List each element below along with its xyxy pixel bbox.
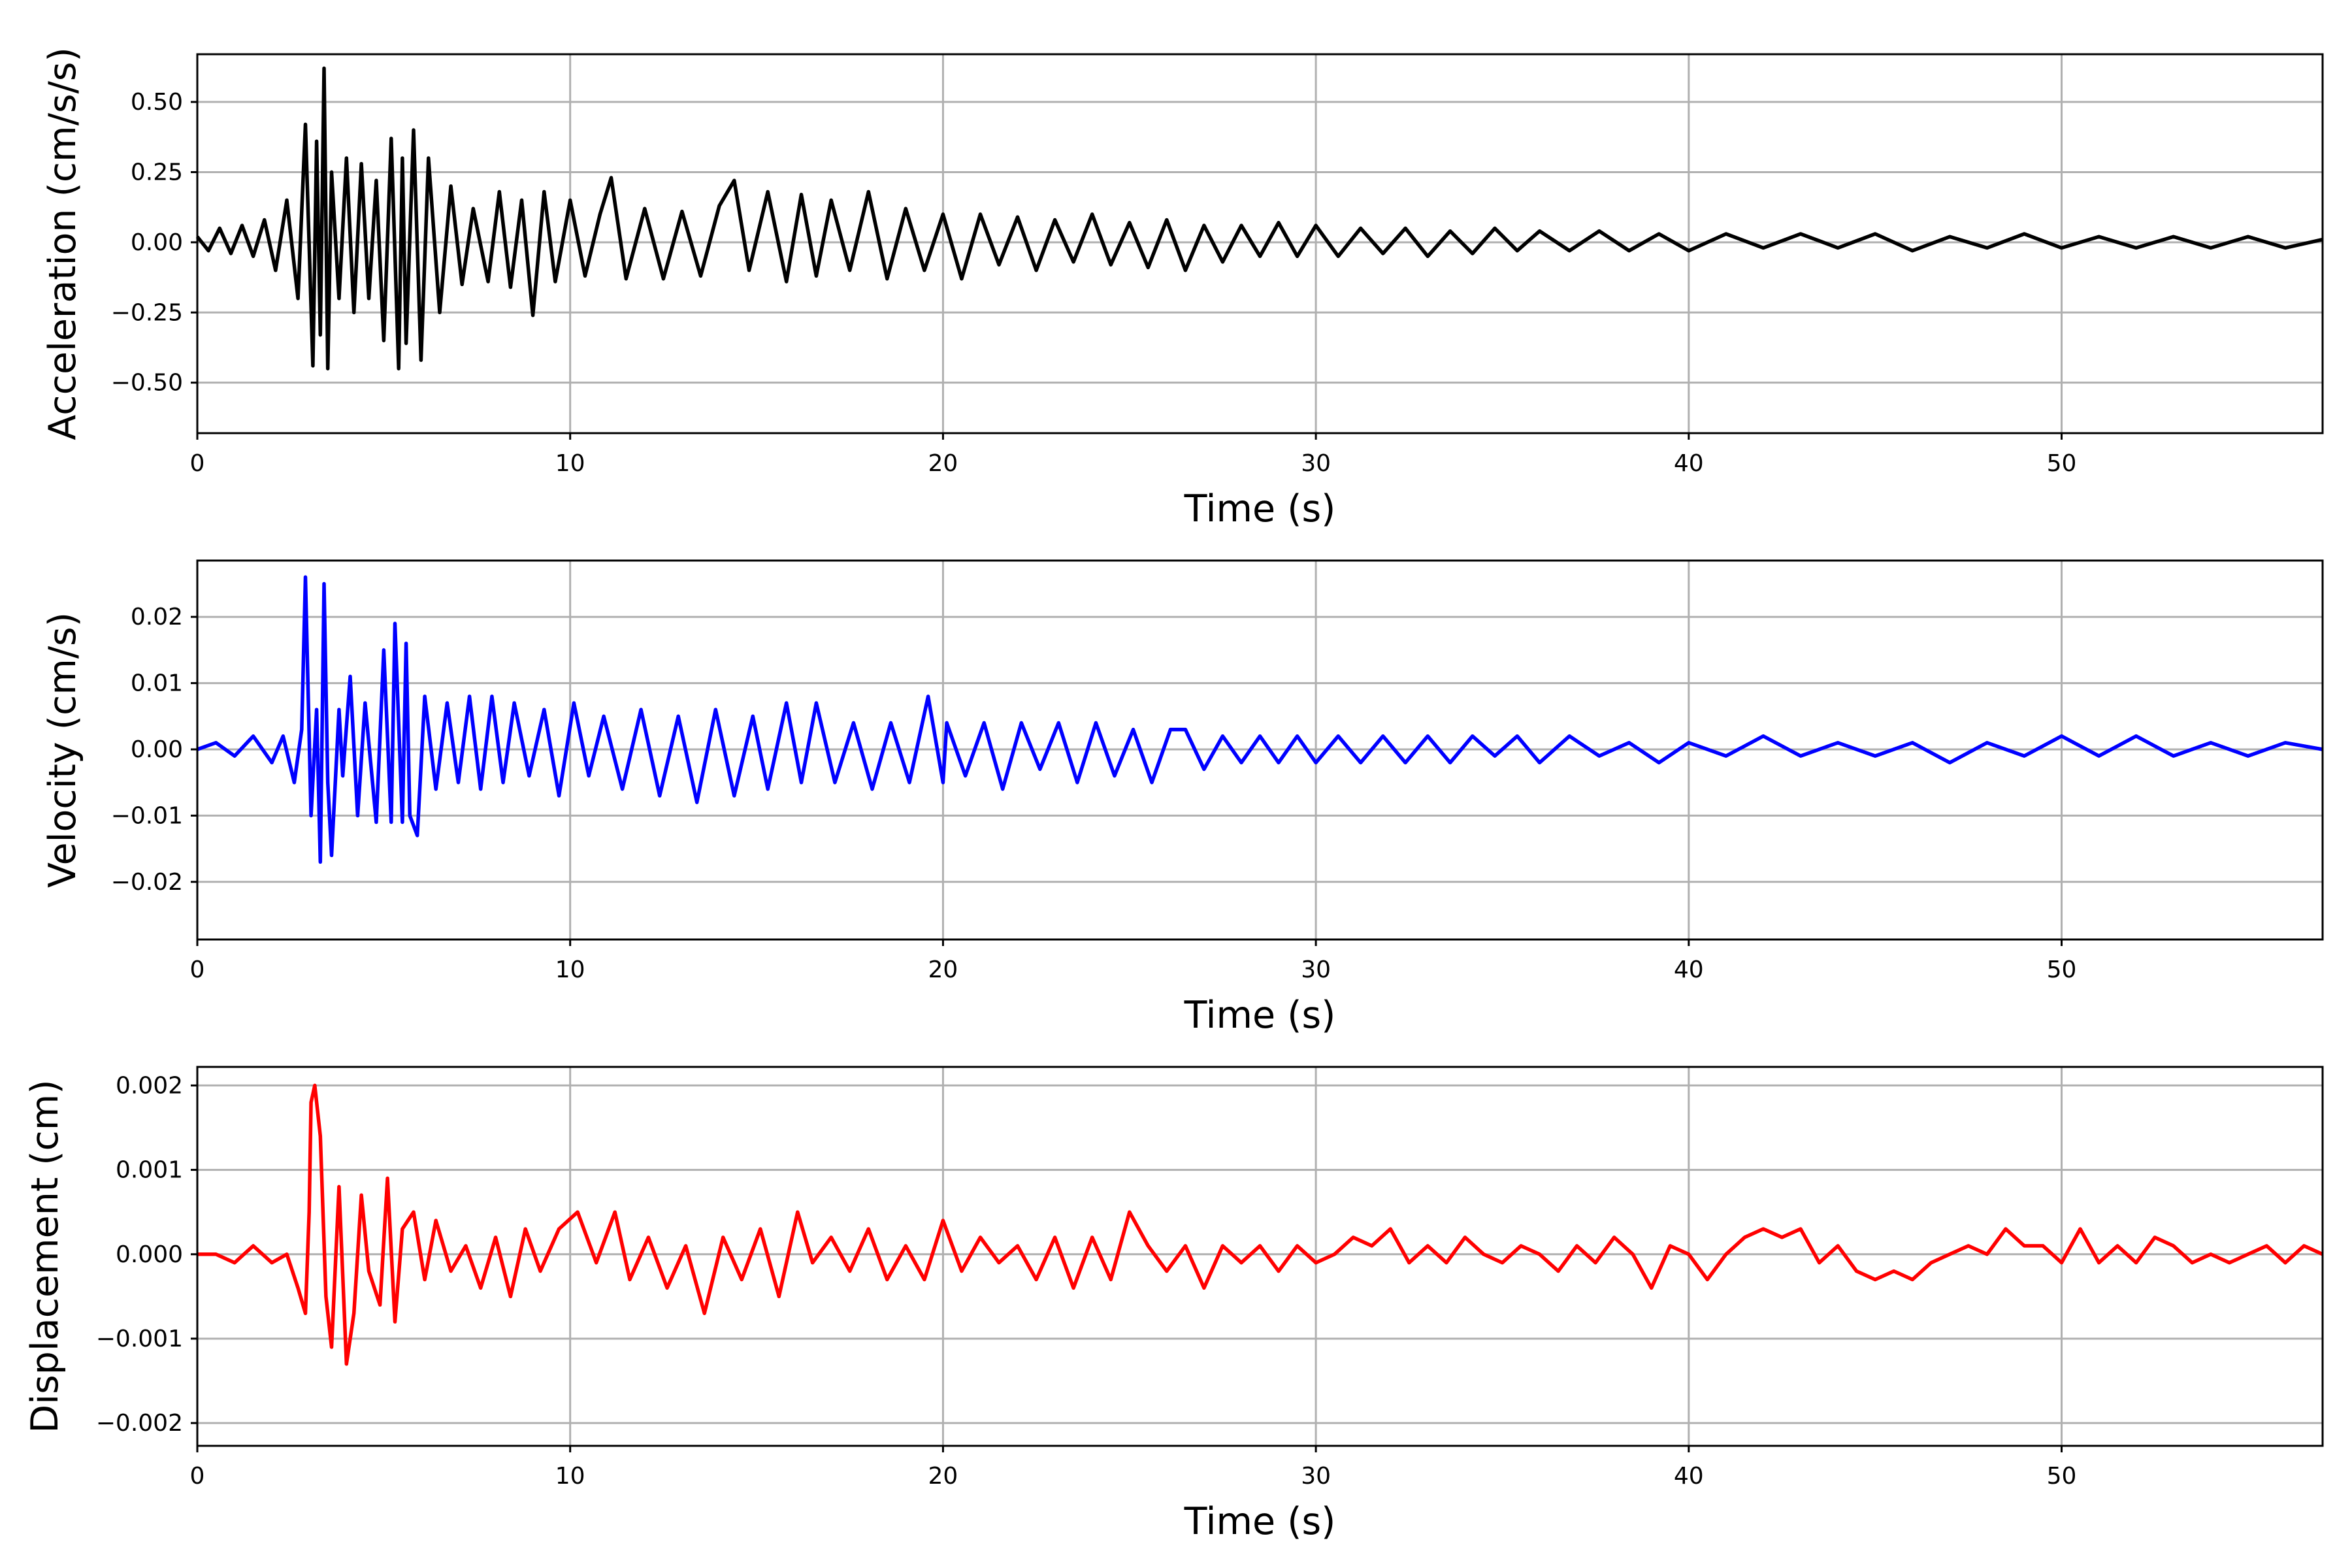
x-tick-label: 40	[1674, 956, 1704, 983]
y-tick-label: −0.001	[96, 1326, 183, 1352]
x-tick-label: 50	[2047, 450, 2077, 477]
panel-acceleration: 0 10 20 30 40 50 0.50 0.25 0.00 −0.25 −0.50 Time (s…	[41, 47, 2324, 531]
y-tick-label: 0.002	[116, 1072, 183, 1099]
x-tick-label: 40	[1674, 450, 1704, 477]
y-axis-label: Acceleration (cm/s/s)	[41, 47, 84, 440]
x-tick-label: 30	[1301, 450, 1331, 477]
x-tick-label: 40	[1674, 1463, 1704, 1490]
y-tick-label: −0.25	[111, 299, 183, 326]
x-tick-label: 10	[555, 450, 585, 477]
y-tick-label: 0.01	[131, 670, 183, 697]
x-tick-label: 20	[928, 956, 958, 983]
panel-velocity: 0 10 20 30 40 50 0.02 0.01 0.00 −0.01 −0.02 Time (s…	[41, 559, 2324, 1037]
y-tick-label: −0.50	[111, 370, 183, 397]
y-tick-label: 0.000	[116, 1241, 183, 1268]
y-axis-label: Velocity (cm/s)	[41, 612, 84, 888]
plot-frame	[196, 53, 2324, 434]
panel-displacement: 0 10 20 30 40 50 0.002 0.001 0.000 −0.001 −0.002 Ti…	[24, 1066, 2324, 1543]
x-axis-label: Time (s)	[1184, 1500, 1336, 1543]
x-tick-label: 10	[555, 956, 585, 983]
y-tick-label: 0.001	[116, 1157, 183, 1184]
x-tick-label: 0	[190, 956, 205, 983]
x-tick-label: 20	[928, 450, 958, 477]
y-tick-label: 0.25	[131, 159, 183, 186]
x-tick-label: 50	[2047, 956, 2077, 983]
y-tick-label: −0.002	[96, 1410, 183, 1437]
velocity-series-line	[197, 575, 2323, 864]
x-tick-label: 20	[928, 1463, 958, 1490]
y-tick-label: 0.00	[131, 736, 183, 763]
y-tick-label: −0.01	[111, 802, 183, 829]
x-tick-label: 0	[190, 450, 205, 477]
y-tick-label: 0.02	[131, 604, 183, 630]
x-tick-label: 0	[190, 1463, 205, 1490]
x-tick-label: 50	[2047, 1463, 2077, 1490]
plot-frame	[196, 1066, 2324, 1447]
x-axis-label: Time (s)	[1184, 487, 1336, 531]
acceleration-series-line	[195, 66, 2323, 370]
x-tick-label: 30	[1301, 956, 1331, 983]
x-tick-label: 10	[555, 1463, 585, 1490]
y-tick-label: 0.00	[131, 229, 183, 256]
y-tick-label: −0.02	[111, 869, 183, 896]
x-tick-label: 30	[1301, 1463, 1331, 1490]
y-axis-label: Displacement (cm)	[24, 1079, 67, 1433]
y-tick-label: 0.50	[131, 89, 183, 116]
x-axis-label: Time (s)	[1184, 994, 1336, 1037]
displacement-series-line	[197, 1083, 2324, 1366]
